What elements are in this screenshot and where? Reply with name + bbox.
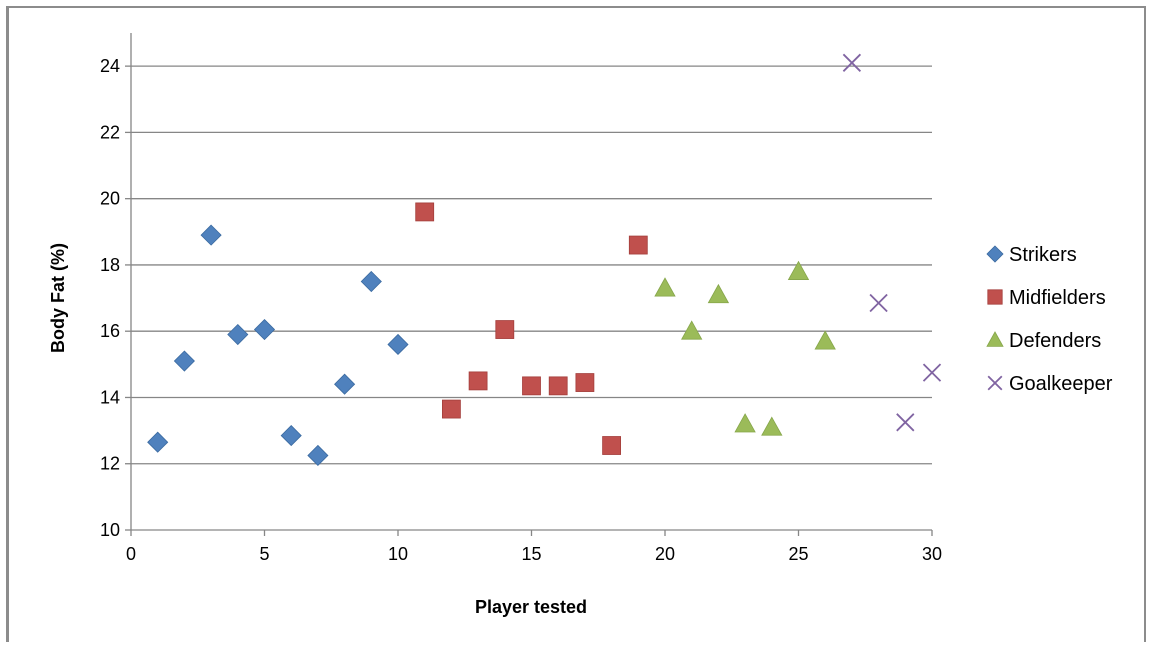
x-tick-label: 25: [788, 544, 808, 564]
x-tick-label: 20: [655, 544, 675, 564]
y-tick-label: 24: [100, 56, 120, 76]
x-tick-label: 5: [259, 544, 269, 564]
goalkeeper-point: [842, 53, 862, 72]
strikers-point: [173, 350, 195, 372]
y-tick-label: 20: [100, 189, 120, 209]
defenders-point: [787, 260, 810, 280]
y-tick-label: 10: [100, 520, 120, 540]
gridlines: [131, 65, 932, 465]
strikers-point: [334, 373, 356, 395]
strikers-point: [360, 270, 382, 293]
strikers-point: [253, 318, 276, 341]
goalkeeper-point: [896, 413, 915, 432]
defenders-point: [681, 320, 703, 340]
midfielders-point: [602, 436, 621, 455]
strikers-point: [147, 431, 169, 453]
legend: Strikers Midfielders Defenders Goalkeeper: [986, 244, 1113, 395]
y-tick-label: 22: [100, 122, 120, 142]
axes: [125, 33, 933, 536]
legend-marker-strikers: [986, 245, 1004, 263]
y-tick-labels: 10 12 14 16 18 20 22 24: [100, 56, 120, 540]
legend-label-midfielders: Midfielders: [1009, 287, 1106, 309]
y-tick-label: 16: [100, 321, 120, 341]
defenders-point: [707, 283, 730, 304]
goalkeeper-point: [922, 363, 942, 382]
defenders-point: [734, 413, 756, 433]
midfielders-point: [495, 320, 515, 339]
legend-marker-goalkeeper: [987, 375, 1003, 391]
y-tick-label: 18: [100, 255, 120, 275]
x-axis-label: Player tested: [475, 597, 587, 617]
data-points: [147, 53, 942, 467]
defenders-point: [654, 277, 676, 297]
defenders-point: [814, 330, 836, 350]
midfielders-point: [575, 373, 595, 392]
legend-label-strikers: Strikers: [1009, 244, 1077, 266]
strikers-point: [387, 333, 409, 356]
strikers-point: [227, 323, 249, 346]
midfielders-point: [415, 202, 435, 222]
legend-label-defenders: Defenders: [1009, 330, 1101, 352]
y-axis-label: Body Fat (%): [48, 243, 68, 353]
x-tick-label: 15: [521, 544, 541, 564]
x-tick-label: 0: [126, 544, 136, 564]
x-tick-labels: 0 5 10 15 20 25 30: [126, 544, 942, 564]
midfielders-point: [548, 376, 568, 396]
midfielders-point: [628, 235, 648, 255]
y-tick-label: 14: [100, 387, 120, 407]
midfielders-point: [522, 376, 541, 396]
midfielders-point: [468, 371, 488, 391]
strikers-point: [200, 224, 222, 246]
strikers-point: [280, 425, 302, 447]
strikers-point: [307, 444, 329, 467]
legend-label-goalkeeper: Goalkeeper: [1009, 373, 1113, 395]
y-tick-label: 12: [100, 454, 120, 474]
chart-frame: [6, 6, 1146, 642]
defenders-point: [761, 416, 783, 436]
goalkeeper-point: [869, 293, 888, 313]
legend-marker-midfielders: [987, 289, 1003, 305]
midfielders-point: [441, 399, 461, 419]
x-tick-label: 30: [922, 544, 942, 564]
x-tick-label: 10: [388, 544, 408, 564]
legend-marker-defenders: [986, 331, 1004, 347]
